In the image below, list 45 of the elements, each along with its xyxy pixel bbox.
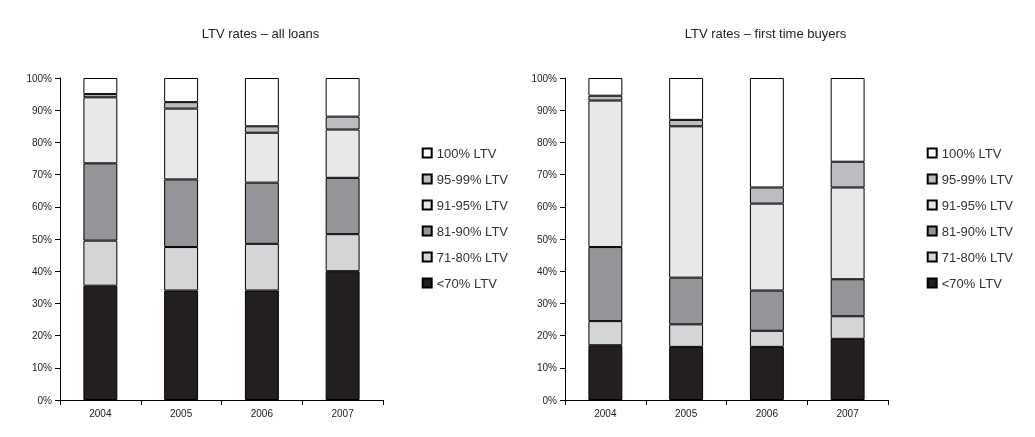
legend-label: 100% LTV [436, 145, 497, 161]
legend-label: 81-90% LTV [436, 223, 509, 239]
chart-title: LTV rates – first time buyers [684, 26, 847, 41]
chart-title: LTV rates – all loans [201, 26, 320, 41]
y-tick-label: 30% [31, 297, 53, 309]
y-tick-label: 100% [531, 72, 558, 84]
y-tick-label: 10% [536, 362, 558, 374]
x-tick-label: 2005 [675, 407, 698, 419]
y-tick-label: 90% [536, 104, 558, 116]
legend-label: 71-80% LTV [941, 249, 1014, 265]
y-tick-label: 50% [536, 233, 558, 245]
x-tick-label: 2006 [755, 407, 779, 419]
x-tick-label: 2005 [170, 407, 193, 419]
y-tick-label: 70% [31, 169, 53, 181]
y-tick-label: 0% [37, 394, 53, 406]
y-tick-label: 60% [31, 201, 53, 213]
legend-label: 71-80% LTV [436, 249, 509, 265]
y-tick-label: 90% [31, 104, 53, 116]
y-tick-label: 40% [31, 265, 53, 277]
legend-label: <70% LTV [941, 275, 1003, 291]
y-tick-label: 20% [536, 330, 558, 342]
bar [83, 78, 118, 95]
y-tick-label: 40% [536, 265, 558, 277]
y-tick-label: 30% [536, 297, 558, 309]
legend-label: 81-90% LTV [941, 223, 1014, 239]
legend-label: 91-95% LTV [941, 197, 1014, 213]
legend-label: <70% LTV [436, 275, 498, 291]
y-tick-label: 10% [31, 362, 53, 374]
y-tick-label: 20% [31, 330, 53, 342]
legend-label: 91-95% LTV [436, 197, 509, 213]
x-tick-label: 2007 [331, 407, 355, 419]
x-tick-label: 2004 [89, 407, 112, 419]
y-tick-label: 70% [536, 169, 558, 181]
y-tick-label: 80% [31, 136, 53, 148]
y-tick-label: 80% [536, 136, 558, 148]
legend-label: 95-99% LTV [436, 171, 509, 187]
y-tick-label: 60% [536, 201, 558, 213]
x-tick-label: 2004 [594, 407, 617, 419]
y-tick-label: 100% [26, 72, 53, 84]
legend-label: 100% LTV [941, 145, 1002, 161]
legend-label: 95-99% LTV [941, 171, 1014, 187]
x-tick-label: 2007 [836, 407, 860, 419]
y-tick-label: 0% [542, 394, 558, 406]
y-tick-label: 50% [31, 233, 53, 245]
x-tick-label: 2006 [250, 407, 274, 419]
